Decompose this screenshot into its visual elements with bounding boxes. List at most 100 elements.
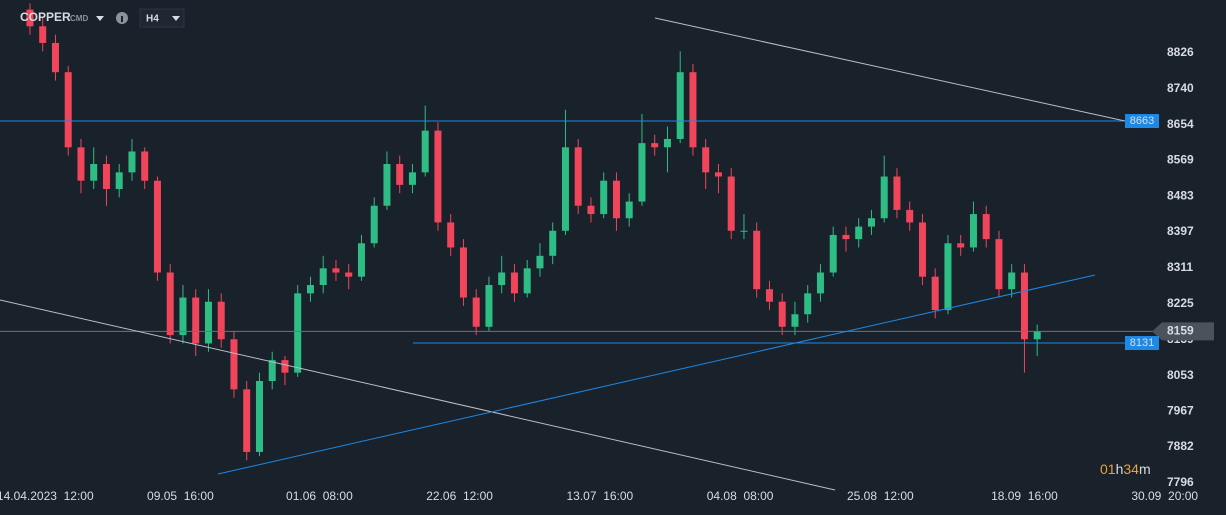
candle-body <box>663 138 671 148</box>
candle-body <box>472 297 480 327</box>
candle-body <box>345 272 353 277</box>
candle-body <box>268 360 276 382</box>
countdown-part: 01 <box>1100 461 1116 477</box>
candle-body <box>778 301 786 327</box>
candle-body <box>166 272 174 336</box>
symbol[interactable]: COPPER <box>20 10 71 24</box>
candle-body <box>421 130 429 173</box>
candle-body <box>128 151 136 173</box>
candle-body <box>26 9 34 27</box>
candle-body <box>816 272 824 294</box>
candle-body <box>957 243 965 248</box>
candle-body <box>893 176 901 210</box>
dropdown-arrow[interactable] <box>172 16 180 21</box>
candle-body <box>804 293 812 315</box>
candle-body <box>727 176 735 231</box>
candle-body <box>230 339 238 390</box>
candle-body <box>995 239 1003 290</box>
candle-body <box>396 164 404 185</box>
candle-body <box>77 147 85 181</box>
x-tick-label: 09.05 16:00 <box>147 489 214 503</box>
candle-body <box>880 176 888 219</box>
info-icon-glyph <box>121 16 123 22</box>
symbol-tag[interactable]: CMD <box>70 14 88 23</box>
candle-body <box>485 285 493 327</box>
candle-body <box>332 268 340 273</box>
y-tick-label: 8654 <box>1167 117 1194 131</box>
candle-body <box>179 297 187 336</box>
candle-body <box>141 151 149 181</box>
candle-body <box>549 230 557 256</box>
countdown-part: m <box>1139 461 1151 477</box>
candle-body <box>906 209 914 223</box>
candle-body <box>217 301 225 340</box>
candle-body <box>753 230 761 290</box>
candle-body <box>676 72 684 139</box>
x-tick-label: 22.06 12:00 <box>426 489 493 503</box>
candle-body <box>536 255 544 269</box>
candle-body <box>204 301 212 344</box>
candle-body <box>612 180 620 219</box>
candle-body <box>447 222 455 248</box>
trend-line <box>217 274 1096 475</box>
y-tick-label: 8311 <box>1167 260 1193 274</box>
dropdown-arrow[interactable] <box>96 16 104 21</box>
candle-body <box>600 180 608 215</box>
x-tick-label: 01.06 08:00 <box>286 489 353 503</box>
candle-body <box>1008 272 1016 290</box>
candle-body <box>90 164 98 181</box>
candle-body <box>51 42 59 73</box>
level-tag <box>1125 114 1159 129</box>
candle-body <box>64 72 72 148</box>
timeframe[interactable]: H4 <box>146 14 159 25</box>
countdown: 01h34m <box>1100 461 1151 477</box>
candle-body <box>829 234 837 273</box>
candle-body <box>638 143 646 202</box>
candle-body <box>740 230 748 232</box>
y-tick-label: 8740 <box>1167 81 1194 95</box>
candle-body <box>651 143 659 148</box>
candle-body <box>587 205 595 215</box>
candle-body <box>1033 331 1041 340</box>
candle-body <box>434 130 442 223</box>
candle-body <box>855 226 863 240</box>
candle-body <box>115 172 123 190</box>
candle-body <box>192 297 200 344</box>
y-tick-label: 8397 <box>1167 224 1194 238</box>
candle-body <box>791 314 799 327</box>
candle-body <box>243 389 251 452</box>
candle-body <box>255 381 263 452</box>
candle-body <box>867 218 875 227</box>
candle-body <box>702 147 710 173</box>
y-tick-label: 8826 <box>1167 45 1194 59</box>
y-tick-label: 8053 <box>1167 368 1194 382</box>
candle-body <box>842 234 850 240</box>
x-tick-label: 13.07 16:00 <box>567 489 634 503</box>
trend-line <box>654 17 1126 122</box>
x-tick-label: 14.04.2023 12:00 <box>0 489 94 503</box>
candle-body <box>357 243 365 277</box>
last-price-tag <box>1152 322 1214 341</box>
candle-body <box>931 276 939 311</box>
x-tick-label: 30.09 20:00 <box>1131 489 1198 503</box>
plot <box>0 3 1160 461</box>
candle-body <box>459 247 467 298</box>
candle-body <box>918 222 926 277</box>
candle-body <box>765 289 773 302</box>
last-price-label: 8159 <box>1167 324 1194 338</box>
candle-body <box>498 272 506 286</box>
countdown-part: 34 <box>1123 461 1139 477</box>
candle-body <box>408 172 416 185</box>
candle-body <box>39 26 47 43</box>
candle-body <box>281 360 289 373</box>
trend-line <box>0 299 836 491</box>
candle-body <box>625 201 633 219</box>
timeframe-select[interactable] <box>139 8 185 28</box>
candle-body <box>1020 272 1028 340</box>
candle-body <box>102 164 110 190</box>
y-tick-label: 8483 <box>1167 188 1194 202</box>
candle-body <box>969 214 977 248</box>
level-label: 8663 <box>1130 115 1154 127</box>
